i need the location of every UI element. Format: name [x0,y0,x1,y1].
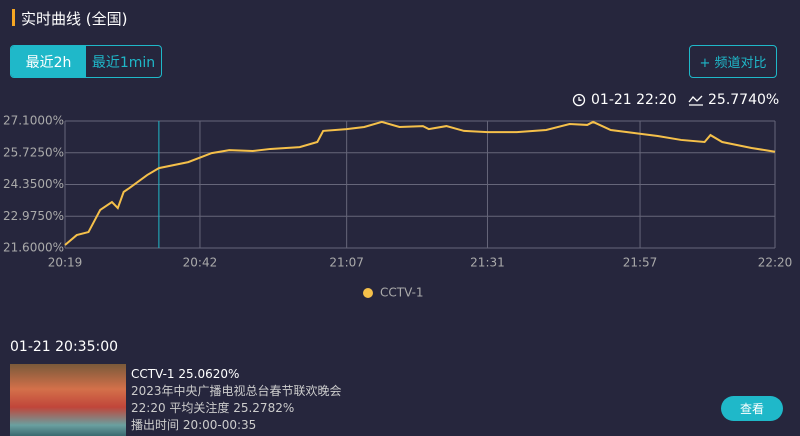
x-tick-label: 20:42 [183,256,218,270]
chart: 21.6000% 22.9750% 24.3500% 25.7250% 27.1000%… [3,114,793,300]
info-channel: CCTV-1 25.0620% [131,367,240,381]
tab-group: 最近2h 最近1min [10,45,162,78]
x-tick-label: 21:31 [470,256,505,270]
y-tick-label: 21.6000% [3,241,64,255]
title-bar [12,9,15,26]
status-value: 25.7740% [708,92,780,108]
clock-icon [572,93,586,107]
info-text: CCTV-1 25.0620% 2023年中央广播电视总台春节联欢晚会 22:2… [131,366,342,434]
info-average: 22:20 平均关注度 25.2782% [131,401,295,415]
x-tick-label: 21:57 [623,256,658,270]
y-tick-label: 27.1000% [3,114,64,128]
legend-marker [363,288,373,298]
compare-button[interactable]: + 频道对比 [689,45,777,78]
info-time: 01-21 20:35:00 [10,339,119,355]
view-button[interactable]: 查看 [721,396,783,421]
y-tick-label: 22.9750% [3,209,64,223]
y-tick-label: 25.7250% [3,145,64,159]
thumbnail [10,364,126,436]
line [64,120,776,246]
info-airtime: 播出时间 20:00-00:35 [131,418,257,432]
x-tick-label: 21:07 [329,256,364,270]
x-tick-label: 20:19 [48,256,83,270]
trend-icon [688,95,703,106]
tab[interactable]: 最近2h [11,46,86,77]
y-tick-label: 24.3500% [3,177,64,191]
page-title: 实时曲线 (全国) [21,10,128,28]
status-time: 01-21 22:20 [591,92,677,108]
x-tick-label: 22:20 [758,256,793,270]
tab[interactable]: 最近1min [91,54,156,71]
info-program: 2023年中央广播电视总台春节联欢晚会 [131,384,342,398]
legend-label: CCTV-1 [380,286,424,300]
